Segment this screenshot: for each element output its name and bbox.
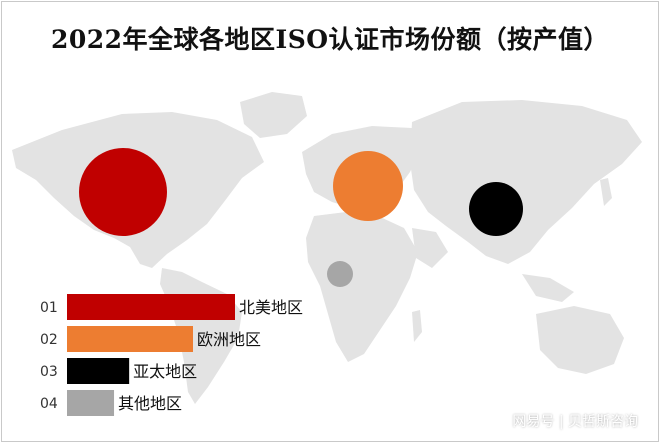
bar-3 [67, 358, 130, 384]
map-greenland [240, 92, 307, 138]
bar-1 [67, 294, 235, 320]
rank-label-3: 03 [40, 364, 58, 380]
map-africa [306, 212, 418, 362]
bar-2 [67, 326, 193, 352]
map-bubble-3 [469, 182, 523, 236]
rank-label-4: 04 [40, 396, 58, 412]
map-se-asia [522, 274, 574, 302]
map-bubbles [79, 148, 523, 287]
map-asia [410, 100, 642, 264]
map-bubble-2 [333, 151, 403, 221]
rank-label-1: 01 [40, 300, 58, 316]
chart-title: 2022年全球各地区ISO认证市场份额（按产值） [50, 25, 610, 54]
category-label-4: 其他地区 [118, 394, 182, 413]
map-arabia [412, 228, 448, 268]
map-japan [600, 178, 612, 206]
map-madagascar [412, 310, 422, 342]
world-map [12, 92, 642, 404]
category-label-3: 亚太地区 [133, 362, 197, 381]
category-label-2: 欧洲地区 [197, 330, 261, 349]
map-australia [536, 306, 624, 374]
rank-label-2: 02 [40, 332, 58, 348]
map-bubble-4 [327, 261, 353, 287]
bar-4 [67, 390, 115, 416]
bar-series: 01 北美地区 02 欧洲地区 03 亚太地区 04 其他地区 [40, 294, 303, 416]
category-label-1: 北美地区 [239, 298, 303, 317]
watermark: 网易号 | 贝哲斯咨询 [512, 414, 638, 430]
map-bubble-1 [79, 148, 167, 236]
